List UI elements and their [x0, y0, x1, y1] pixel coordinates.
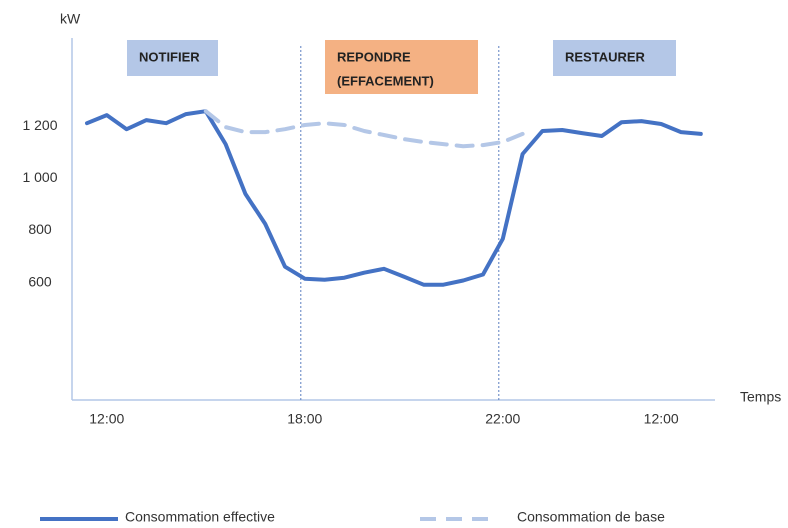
x-tick-label: 22:00: [485, 411, 520, 427]
phase-box: [553, 40, 676, 76]
series-line: [203, 109, 525, 149]
x-tick-label: 12:00: [89, 411, 124, 427]
y-axis-label: kW: [60, 11, 81, 27]
phase-box: [127, 40, 218, 76]
y-tick-label: 600: [28, 273, 52, 289]
legend-label: Consommation effective: [125, 509, 275, 525]
x-axis-label: Temps: [740, 389, 781, 405]
legend-label: Consommation de base: [517, 509, 665, 525]
y-tick-label: 800: [28, 221, 52, 237]
phase-label: (EFFACEMENT): [337, 73, 434, 88]
y-tick-label: 1 000: [22, 169, 57, 185]
phase-label: REPONDRE: [337, 49, 411, 64]
phase-box: [325, 40, 478, 94]
x-tick-label: 18:00: [287, 411, 322, 427]
y-tick-label: 1 200: [22, 117, 57, 133]
x-tick-label: 12:00: [644, 411, 679, 427]
phase-label: RESTAURER: [565, 49, 646, 64]
phase-label: NOTIFIER: [139, 49, 200, 64]
series-line: [85, 109, 703, 287]
